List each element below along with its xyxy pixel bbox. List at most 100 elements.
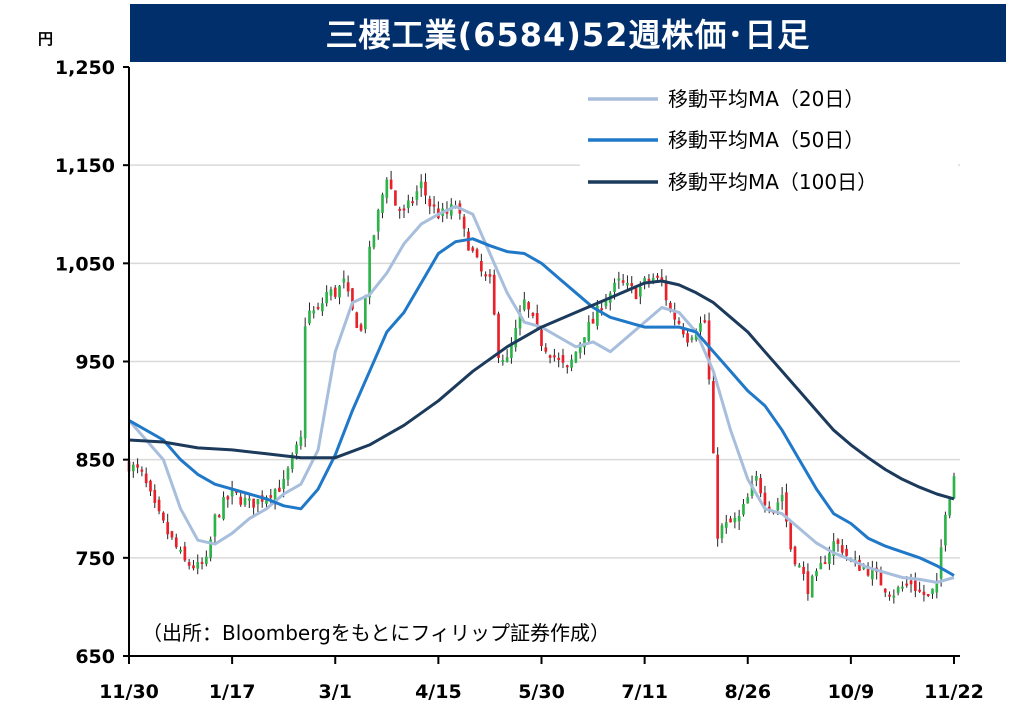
candle-up: [931, 588, 934, 594]
x-axis-ticks: 11/30 1/17 3/1 4/15 5/30 7/11 8/26 10/9 11/22: [99, 656, 984, 703]
candle-up: [935, 581, 939, 593]
candle-down: [480, 260, 483, 272]
candle-down: [866, 566, 870, 576]
candle-up: [755, 475, 758, 481]
legend-label-ma20: 移動平均MA（20日）: [668, 87, 864, 111]
candle-up: [308, 310, 311, 324]
candle-up: [746, 497, 750, 504]
candle-up: [574, 351, 578, 363]
candle-up: [651, 277, 655, 282]
candle-up: [892, 595, 896, 598]
candle-down: [703, 320, 707, 323]
candle-up: [626, 282, 629, 286]
candle-up: [578, 343, 582, 353]
candle-down: [840, 545, 844, 553]
candle-down: [346, 282, 350, 292]
candle-up: [617, 278, 621, 281]
candle-down: [845, 548, 848, 556]
candle-down: [200, 561, 204, 564]
candle-down: [389, 179, 393, 189]
x-tick-label: 5/30: [518, 681, 565, 703]
candle-down: [544, 347, 548, 352]
candle-down: [316, 306, 320, 309]
candle-up: [247, 498, 251, 501]
candle-up: [205, 556, 208, 565]
candle-down: [785, 492, 788, 522]
candle-down: [351, 288, 354, 310]
candle-up: [862, 567, 866, 570]
candle-up: [570, 359, 573, 368]
candle-up: [303, 326, 307, 439]
candle-down: [535, 313, 539, 326]
candle-down: [883, 588, 887, 593]
candle-up: [338, 285, 341, 298]
candle-up: [522, 299, 526, 310]
y-tick-label: 1,050: [55, 253, 115, 275]
candle-up: [690, 337, 694, 340]
candle-down: [677, 320, 681, 324]
candle-down: [729, 518, 732, 523]
candle-up: [780, 494, 784, 502]
candle-down: [716, 454, 720, 539]
candle-up: [282, 478, 286, 489]
candle-down: [140, 469, 144, 472]
candlestick-series: [127, 170, 956, 604]
source-background: [138, 613, 698, 647]
candle-up: [329, 289, 333, 296]
candle-up: [419, 181, 423, 189]
chart-title: 三櫻工業(6584)52週株価･日足: [130, 4, 1006, 62]
candle-up: [952, 476, 956, 499]
candle-down: [411, 201, 414, 204]
candle-up: [643, 277, 646, 285]
candle-up: [828, 553, 831, 564]
candle-up: [518, 312, 522, 329]
candle-down: [467, 231, 470, 251]
candle-up: [406, 200, 410, 209]
candle-down: [712, 381, 715, 454]
candle-up: [295, 444, 298, 454]
candle-up: [179, 549, 182, 552]
ma-line-ma100: [128, 279, 955, 501]
candle-down: [136, 464, 139, 468]
candle-down: [157, 499, 161, 512]
candle-down: [922, 591, 926, 595]
candle-down: [565, 365, 569, 368]
candle-down: [432, 204, 436, 207]
candle-up: [604, 301, 608, 307]
candle-down: [402, 208, 406, 211]
x-tick-label: 1/17: [209, 681, 256, 703]
x-tick-label: 8/26: [724, 681, 771, 703]
candle-up: [613, 282, 616, 292]
candle-down: [656, 275, 659, 278]
candle-down: [149, 480, 152, 492]
candle-up: [273, 489, 277, 502]
y-tick-label: 1,250: [55, 57, 115, 79]
candle-up: [363, 296, 367, 330]
candle-up: [256, 499, 260, 505]
candle-down: [170, 531, 174, 538]
candle-down: [926, 594, 930, 597]
candle-up: [694, 332, 698, 340]
source-note: （出所：Bloombergをもとにフィリップ証券作成）: [142, 621, 610, 645]
candle-down: [591, 318, 595, 324]
y-tick-label: 750: [75, 548, 115, 570]
candle-down: [789, 520, 793, 550]
legend-label-ma50: 移動平均MA（50日）: [668, 128, 864, 152]
candle-up: [376, 210, 380, 232]
moving-average-lines: [127, 204, 955, 584]
candle-down: [767, 506, 771, 510]
candle-down: [428, 198, 432, 207]
candle-up: [385, 179, 389, 198]
candle-up: [832, 541, 836, 557]
y-tick-label: 850: [75, 450, 115, 472]
candle-down: [660, 277, 664, 282]
candle-down: [174, 537, 178, 548]
candle-down: [153, 490, 157, 503]
candle-down: [905, 583, 909, 586]
candle-down: [252, 498, 255, 508]
candle-down: [686, 333, 689, 343]
candle-up: [944, 514, 947, 546]
candle-up: [213, 514, 217, 537]
candle-up: [209, 539, 212, 558]
candle-down: [183, 546, 187, 561]
